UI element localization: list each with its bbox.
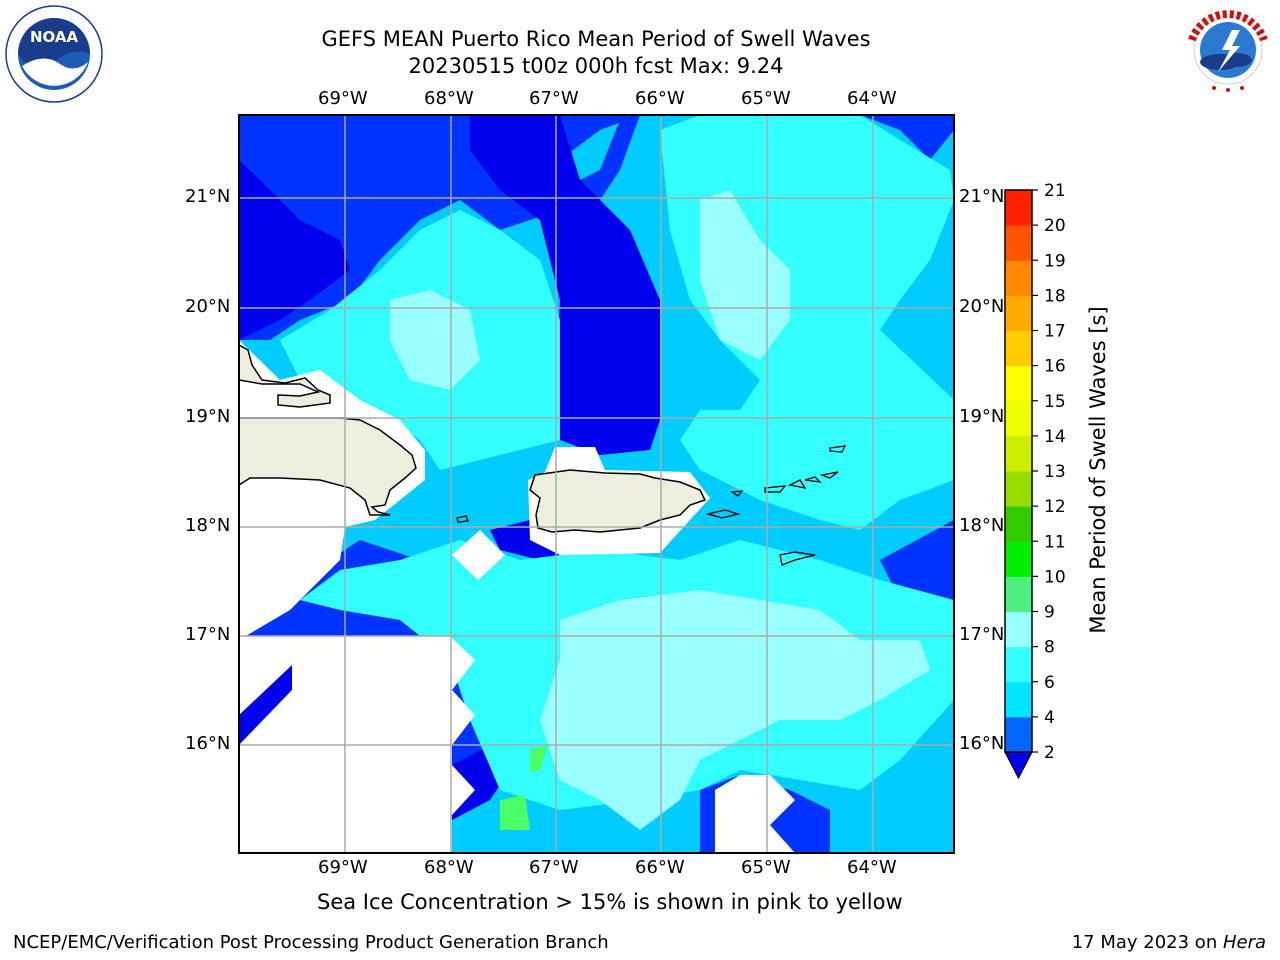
colorbar-tick-label: 4 <box>1044 708 1055 728</box>
lon-label-bottom: 69°W <box>318 857 368 878</box>
lat-label-right: 20°N <box>959 296 1005 317</box>
lat-label-left: 17°N <box>185 624 231 645</box>
lon-label-bottom: 66°W <box>635 857 685 878</box>
sea-ice-note: Sea Ice Concentration > 15% is shown in … <box>317 890 903 914</box>
colorbar-tick-label: 16 <box>1044 357 1066 377</box>
contour-deep-blue-sw <box>239 665 292 745</box>
contour-8-9s-c <box>390 290 480 390</box>
colorbar-tick-label: 19 <box>1044 251 1066 271</box>
colorbar-segment <box>1005 681 1032 718</box>
colorbar-segment <box>1005 225 1032 261</box>
lon-label-bottom: 64°W <box>847 857 897 878</box>
colorbar-segment <box>1005 541 1032 577</box>
mask-mona-island <box>452 530 505 580</box>
lon-label-top: 69°W <box>318 88 368 109</box>
colorbar-under-arrow <box>1004 751 1033 780</box>
graticule <box>239 115 954 853</box>
colorbar-segment <box>1005 576 1032 612</box>
colorbar-segment <box>1005 471 1032 507</box>
colorbar-segment <box>1005 435 1032 472</box>
lon-label-bottom: 67°W <box>529 857 579 878</box>
colorbar-segment <box>1005 400 1032 437</box>
noaa-logo-text: NOAA <box>30 28 79 46</box>
lat-label-right: 17°N <box>959 624 1005 645</box>
map-subtitle: 20230515 t00z 000h fcst Max: 9.24 <box>408 54 784 78</box>
land-hispaniola <box>239 344 417 516</box>
lat-label-right: 16°N <box>959 733 1005 754</box>
colorbar-tick-label: 9 <box>1044 603 1055 623</box>
colorbar-segment <box>1005 646 1032 683</box>
contour-field <box>239 115 954 853</box>
lon-label-top: 64°W <box>847 88 897 109</box>
lat-label-right: 21°N <box>959 186 1005 207</box>
colorbar-tick-label: 14 <box>1044 427 1066 447</box>
mask-southeast <box>715 775 795 853</box>
colorbar-tick-label: 6 <box>1044 673 1055 693</box>
lat-label-left: 16°N <box>185 733 231 754</box>
mask-southwest <box>239 527 345 640</box>
footer-host: Hera <box>1222 932 1266 953</box>
map-frame <box>238 114 955 854</box>
lon-label-bottom: 65°W <box>741 857 791 878</box>
lon-label-top: 67°W <box>529 88 579 109</box>
lon-label-top: 68°W <box>424 88 474 109</box>
contour-deep-blue-channel <box>470 115 660 455</box>
colorbar-tick-label: 18 <box>1044 286 1066 306</box>
colorbar-tick-label: 21 <box>1044 181 1066 201</box>
contour-2-4s-nw <box>239 115 640 340</box>
contour-deep-blue-nw <box>239 160 350 340</box>
contour-9-10s-b <box>530 745 548 772</box>
lon-label-top: 65°W <box>741 88 791 109</box>
colorbar-segment <box>1005 611 1032 648</box>
colorbar-segment <box>1005 716 1032 753</box>
footer-branch: NCEP/EMC/Verification Post Processing Pr… <box>13 932 609 953</box>
colorbar-tick-label: 15 <box>1044 392 1066 412</box>
contour-8-9s-b <box>540 590 930 830</box>
contour-2-4s-east <box>880 520 954 600</box>
noaa-logo: NOAA <box>5 5 103 103</box>
lat-label-right: 18°N <box>959 515 1005 536</box>
lat-label-left: 18°N <box>185 515 231 536</box>
colorbar-segment <box>1005 190 1032 226</box>
colorbar-tick-label: 20 <box>1044 216 1066 236</box>
nws-logo <box>1181 3 1275 97</box>
colorbar-segment <box>1005 260 1032 296</box>
lat-label-right: 19°N <box>959 406 1005 427</box>
colorbar-tick-label: 11 <box>1044 532 1066 552</box>
map-title: GEFS MEAN Puerto Rico Mean Period of Swe… <box>321 27 871 51</box>
colorbar-tick-label: 13 <box>1044 462 1066 482</box>
colorbar-segment <box>1005 330 1032 367</box>
colorbar: 2 4 6 8 9 10 11 12 13 14 15 16 17 18 19 20 21 <box>1004 181 1066 780</box>
colorbar-segment <box>1005 295 1032 331</box>
lon-label-top: 66°W <box>635 88 685 109</box>
small-islands <box>456 445 847 566</box>
footer-date: 17 May 2023 on Hera <box>1072 932 1266 953</box>
lat-label-left: 19°N <box>185 406 231 427</box>
colorbar-tick-label: 8 <box>1044 638 1055 658</box>
colorbar-tick-label: 2 <box>1044 743 1055 763</box>
colorbar-segment <box>1005 506 1032 542</box>
colorbar-tick-label: 10 <box>1044 567 1066 587</box>
colorbar-segment <box>1005 365 1032 402</box>
lat-label-left: 20°N <box>185 296 231 317</box>
lat-label-left: 21°N <box>185 186 231 207</box>
contour-2-4s-north <box>239 115 954 160</box>
colorbar-label: Mean Period of Swell Waves [s] <box>1086 306 1110 634</box>
colorbar-tick-label: 17 <box>1044 322 1066 342</box>
lon-label-bottom: 68°W <box>424 857 474 878</box>
colorbar-tick-label: 12 <box>1044 497 1066 517</box>
contour-9-10s-a <box>500 795 530 830</box>
footer-date-text: 17 May 2023 on <box>1071 932 1223 953</box>
